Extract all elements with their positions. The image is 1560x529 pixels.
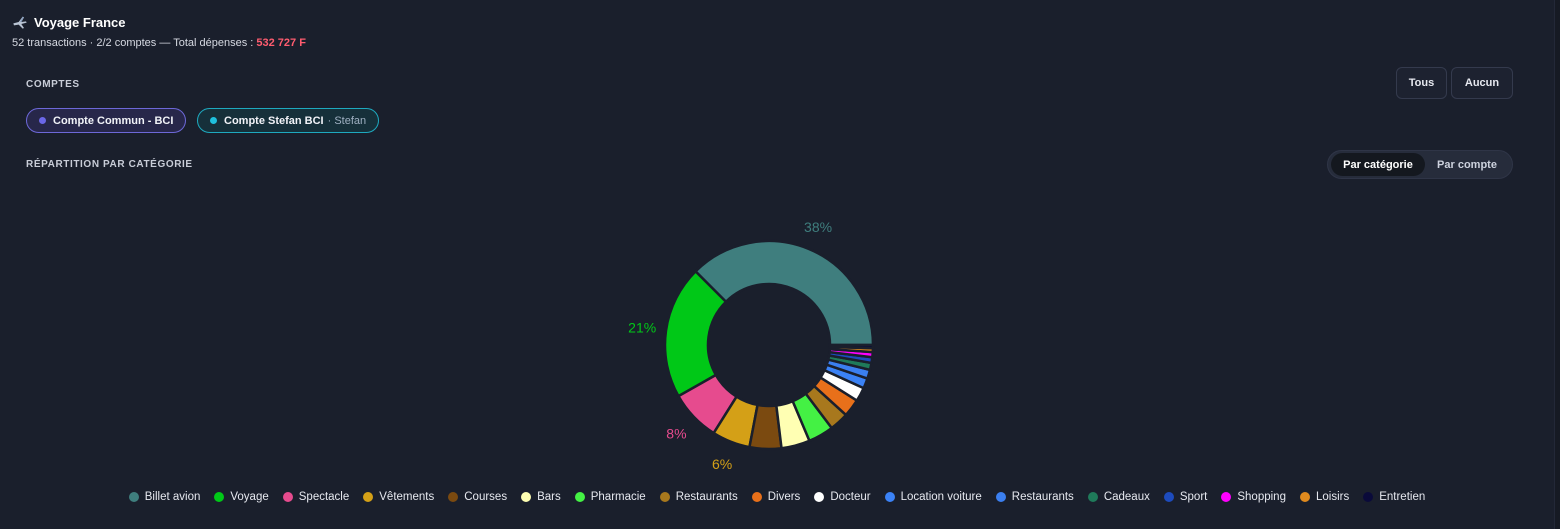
legend-label: Docteur — [830, 491, 871, 503]
legend-label: Bars — [537, 491, 561, 503]
summary-line: 52 transactions · 2/2 comptes — Total dé… — [12, 37, 306, 49]
legend-item[interactable]: Divers — [751, 491, 801, 503]
legend-item[interactable]: Spectacle — [282, 491, 350, 503]
legend-item[interactable]: Courses — [448, 491, 507, 503]
account-color-dot — [210, 117, 217, 124]
legend-color-dot — [884, 492, 895, 502]
legend-item[interactable]: Entretien — [1363, 491, 1425, 503]
accounts-label: COMPTES — [26, 79, 80, 90]
breakdown-toggle: Par catégorie Par compte — [1327, 150, 1513, 179]
legend-color-dot — [448, 492, 459, 502]
account-name: Compte Stefan BCI — [224, 114, 324, 127]
legend-color-dot — [282, 492, 293, 502]
summary-text: 52 transactions · 2/2 comptes — Total dé… — [12, 37, 254, 49]
legend-label: Pharmacie — [590, 491, 646, 503]
legend-color-dot — [574, 492, 585, 502]
legend-color-dot — [521, 492, 532, 502]
legend-item[interactable]: Bars — [521, 491, 561, 503]
legend-item[interactable]: Restaurants — [659, 491, 738, 503]
account-chip-commun[interactable]: Compte Commun - BCI — [26, 108, 187, 133]
legend-label: Sport — [1179, 491, 1208, 503]
account-color-dot — [39, 117, 46, 124]
legend-label: Cadeaux — [1103, 491, 1150, 503]
legend-label: Shopping — [1237, 491, 1286, 503]
legend-item[interactable]: Vêtements — [363, 491, 434, 503]
legend-label: Restaurants — [675, 491, 738, 503]
legend-color-dot — [363, 492, 374, 502]
legend-color-dot — [1299, 492, 1310, 502]
legend-label: Voyage — [230, 491, 269, 503]
legend-color-dot — [751, 492, 762, 502]
legend-item[interactable]: Shopping — [1221, 491, 1286, 503]
legend-item[interactable]: Location voiture — [884, 491, 982, 503]
legend-color-dot — [1087, 492, 1098, 502]
legend-label: Location voiture — [900, 491, 982, 503]
breakdown-label: RÉPARTITION PAR CATÉGORIE — [26, 159, 193, 170]
legend-color-dot — [214, 492, 225, 502]
page-title: Voyage France — [34, 14, 126, 30]
legend-item[interactable]: Docteur — [814, 491, 871, 503]
scrollbar[interactable] — [1554, 0, 1560, 529]
account-owner: · Stefan — [327, 114, 367, 127]
account-chip-stefan[interactable]: Compte Stefan BCI · Stefan — [197, 108, 380, 133]
slice-percent-label: 21% — [628, 320, 656, 336]
airplane-icon — [13, 16, 27, 29]
legend-label: Entretien — [1379, 491, 1426, 503]
slice-percent-label: 38% — [804, 219, 832, 235]
toggle-by-account[interactable]: Par compte — [1437, 158, 1497, 171]
legend-label: Vêtements — [379, 491, 435, 503]
legend-label: Loisirs — [1315, 491, 1350, 503]
toggle-by-category[interactable]: Par catégorie — [1331, 153, 1425, 176]
legend-item[interactable]: Loisirs — [1299, 491, 1350, 503]
legend-item[interactable]: Pharmacie — [574, 491, 646, 503]
legend-color-dot — [995, 492, 1006, 502]
legend-label: Spectacle — [298, 491, 350, 503]
donut-slice-16[interactable] — [828, 343, 875, 350]
total-expenses: 532 727 F — [256, 37, 306, 49]
select-all-button[interactable]: Tous — [1396, 67, 1447, 99]
legend-label: Divers — [767, 491, 801, 503]
legend-label: Billet avion — [144, 491, 201, 503]
header: Voyage France 52 transactions · 2/2 comp… — [12, 13, 306, 50]
chart-legend: Billet avion Voyage Spectacle Vêtements Cour… — [0, 491, 1554, 503]
legend-color-dot — [1363, 492, 1374, 502]
legend-item[interactable]: Sport — [1163, 491, 1208, 503]
legend-color-dot — [128, 492, 139, 502]
legend-color-dot — [1221, 492, 1232, 502]
slice-percent-label: 8% — [666, 425, 686, 441]
select-none-button[interactable]: Aucun — [1451, 67, 1513, 99]
account-name: Compte Commun - BCI — [53, 114, 174, 127]
legend-color-dot — [1163, 492, 1174, 502]
slice-percent-label: 6% — [712, 456, 732, 472]
legend-label: Restaurants — [1011, 491, 1074, 503]
donut-slice-0[interactable] — [693, 239, 875, 347]
legend-item[interactable]: Billet avion — [128, 491, 201, 503]
legend-item[interactable]: Voyage — [214, 491, 269, 503]
legend-color-dot — [814, 492, 825, 502]
legend-color-dot — [659, 492, 670, 502]
legend-label: Courses — [464, 491, 508, 503]
legend-item[interactable]: Restaurants — [995, 491, 1074, 503]
legend-item[interactable]: Cadeaux — [1087, 491, 1150, 503]
